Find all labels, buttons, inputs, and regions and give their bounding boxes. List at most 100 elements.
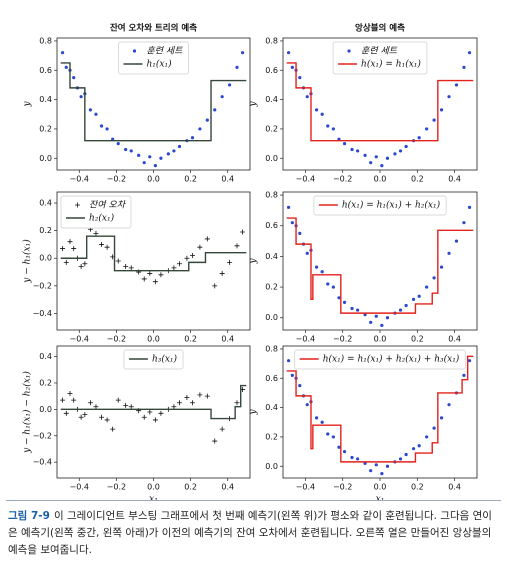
y-tick-label: 0.2 — [265, 124, 278, 133]
data-point — [104, 417, 110, 423]
caption-label: 그림 7-9 — [8, 510, 50, 522]
data-point — [298, 231, 302, 235]
x-tick-label: 0.2 — [184, 483, 197, 492]
caption-text: 이 그레이디언트 부스팅 그래프에서 첫 번째 예측기(왼쪽 위)가 평소와 같… — [8, 510, 492, 556]
step-line — [286, 217, 474, 314]
data-point — [60, 246, 66, 252]
x-tick-label: 0.0 — [374, 483, 387, 492]
data-point — [99, 414, 105, 420]
y-tick-label: 0.6 — [265, 66, 278, 75]
data-point — [439, 108, 444, 112]
data-point — [305, 95, 309, 99]
data-point — [337, 296, 341, 300]
y-tick-label: 0.4 — [39, 95, 52, 104]
y-tick-label: 0.8 — [265, 191, 278, 200]
data-point — [64, 65, 68, 69]
legend-marker — [75, 202, 80, 208]
data-point — [462, 65, 466, 69]
y-tick-label: 0.0 — [39, 154, 52, 163]
data-point — [234, 400, 240, 406]
y-tick-label: 0.6 — [265, 374, 278, 383]
x-tick-label: −0.4 — [70, 483, 89, 492]
y-tick-label: 0.2 — [39, 378, 52, 387]
y-tick-label: 0.2 — [265, 432, 278, 441]
data-point — [331, 127, 335, 131]
data-point — [212, 438, 218, 444]
legend-label: h(x₁) = h₁(x₁) + h₂(x₁) — [342, 200, 441, 211]
x-tick-label: 0.4 — [221, 483, 234, 492]
data-point — [124, 147, 128, 152]
data-point — [462, 221, 466, 225]
data-point — [286, 205, 291, 209]
x-tick-label: −0.2 — [107, 335, 126, 344]
data-point — [197, 392, 203, 398]
chart-title: 잔여 오차와 트리의 예측 — [110, 23, 197, 34]
y-tick-label: 0.0 — [265, 154, 278, 163]
data-point — [152, 417, 158, 423]
data-point — [78, 414, 84, 420]
y-tick-label: 0.0 — [39, 405, 52, 414]
y-tick-label: 0.8 — [265, 36, 278, 45]
data-point — [184, 255, 190, 261]
data-point — [159, 156, 163, 160]
x-tick-label: −0.2 — [333, 175, 352, 184]
legend: 잔여 오차 h₂(x₁) — [60, 195, 132, 229]
data-point — [411, 447, 416, 451]
data-point — [342, 142, 347, 146]
data-point — [331, 435, 335, 439]
data-point — [220, 95, 224, 99]
data-point — [425, 435, 429, 439]
chart-grid: 잔여 오차와 트리의 예측 −0.4 −0.2 0.0 0.2 0.4 0.0 0.2 0.4 0… — [22, 23, 478, 505]
data-point — [404, 452, 408, 457]
legend: h(x₁) = h₁(x₁) + h₂(x₁) — [313, 195, 447, 216]
data-point — [432, 426, 436, 430]
data-point — [454, 83, 459, 87]
y-tick-label: 0.8 — [265, 344, 278, 353]
data-point — [380, 472, 384, 476]
data-point — [298, 76, 302, 80]
data-point — [158, 410, 164, 416]
y-tick-label: 0.4 — [265, 403, 278, 412]
data-point — [350, 306, 354, 311]
data-point — [204, 236, 210, 242]
y-axis-label: y — [23, 101, 33, 108]
data-point — [67, 239, 73, 245]
x-tick-label: 0.0 — [147, 335, 160, 344]
data-point — [105, 127, 109, 131]
legend-label: h₃(x₁) — [152, 354, 178, 365]
y-tick-label: 0.8 — [39, 36, 52, 45]
data-point — [147, 409, 153, 415]
data-point — [94, 112, 98, 116]
y-axis-label: y — [249, 258, 259, 265]
data-point — [374, 463, 378, 467]
y-tick-label: 0.6 — [39, 66, 52, 75]
data-point — [204, 393, 210, 399]
data-point — [286, 51, 291, 55]
legend-label: 훈련 세트 — [147, 46, 184, 57]
data-point — [129, 149, 133, 153]
legend-box — [123, 349, 184, 370]
legend-marker — [132, 49, 137, 53]
data-point — [447, 251, 451, 255]
data-point — [72, 76, 76, 80]
data-point — [290, 221, 294, 225]
x-tick-label: 0.0 — [374, 335, 387, 344]
data-point — [404, 303, 408, 308]
data-point — [137, 153, 141, 157]
data-point — [305, 251, 309, 255]
y-tick-label: 0.6 — [265, 221, 278, 230]
data-point — [454, 239, 459, 243]
data-point — [153, 164, 157, 168]
x-tick-label: −0.4 — [296, 335, 315, 344]
y-tick-label: 0.4 — [39, 352, 52, 361]
y-tick-label: 0.4 — [39, 199, 52, 208]
y-tick-label: 0.0 — [265, 313, 278, 322]
x-tick-label: 0.0 — [374, 175, 387, 184]
data-point — [374, 155, 378, 159]
data-point — [219, 270, 225, 276]
x-tick-label: 0.4 — [448, 335, 461, 344]
data-point — [197, 244, 203, 250]
data-point — [227, 259, 233, 265]
data-point — [385, 464, 390, 468]
data-point — [398, 308, 403, 312]
